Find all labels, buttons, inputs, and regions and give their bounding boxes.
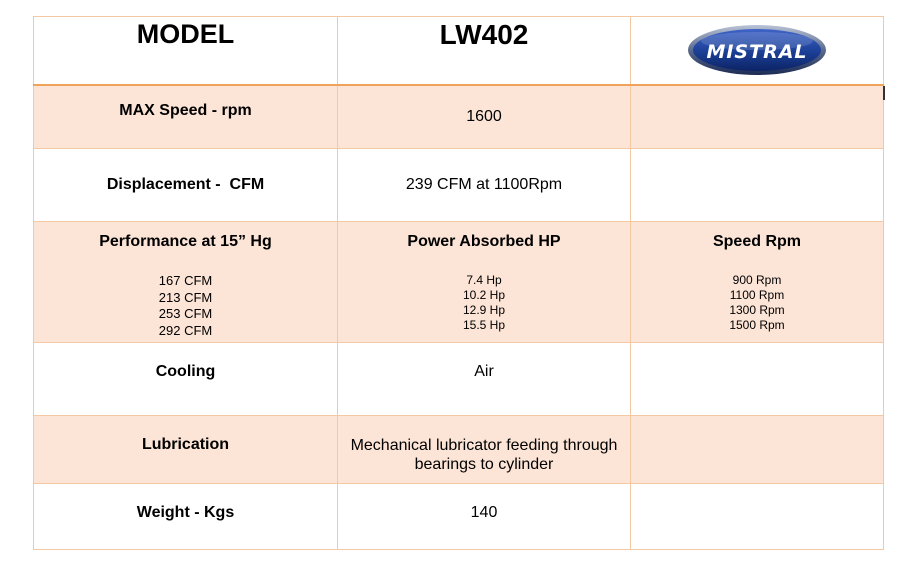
rpm-item: 1500 Rpm [729,318,785,332]
logo-text: MISTRAL [706,41,807,63]
displacement-value-cell: 239 CFM at 1100Rpm [337,148,631,222]
cfm-item: 253 CFM [158,306,213,321]
weight-value-cell: 140 [337,483,631,550]
max-speed-label: MAX Speed - rpm [119,101,252,119]
performance-label: Performance at 15” Hg [99,233,272,250]
rpm-item: 900 Rpm [732,273,782,287]
row-max-speed: MAX Speed - rpm 1600 [33,84,884,149]
row-cooling: Cooling Air [33,342,884,416]
speed-label: Speed Rpm [712,233,801,250]
power-label: Power Absorbed HP [407,233,561,250]
model-value-cell: LW402 [337,16,631,86]
performance-cell: Performance at 15” Hg 167 CFM 213 CFM 25… [33,221,338,343]
model-label-cell: MODEL [33,16,338,86]
lubrication-value-line1: Mechanical lubricator feeding through [350,437,618,454]
hp-item: 15.5 Hp [462,318,506,332]
displacement-label-cell: Displacement - CFM [33,148,338,222]
edge-mark [883,86,885,100]
weight-label: Weight - Kgs [136,504,235,521]
hp-item: 12.9 Hp [462,303,506,317]
speed-cell: Speed Rpm 900 Rpm 1100 Rpm 1300 Rpm 1500… [630,221,884,343]
max-speed-label-cell: MAX Speed - rpm [33,84,338,149]
lubrication-label: Lubrication [141,436,230,453]
row-performance: Performance at 15” Hg 167 CFM 213 CFM 25… [33,221,884,343]
lubrication-value-cell: Mechanical lubricator feeding through be… [337,415,631,484]
lubrication-label-cell: Lubrication [33,415,338,484]
displacement-label: Displacement - CFM [106,176,265,193]
row-lubrication: Lubrication Mechanical lubricator feedin… [33,415,884,484]
hp-item: 10.2 Hp [462,288,506,302]
cfm-item: 167 CFM [158,273,213,288]
model-label: MODEL [136,19,235,49]
rpm-item: 1100 Rpm [729,288,785,302]
displacement-value: 239 CFM at 1100Rpm [405,176,563,193]
power-cell: Power Absorbed HP 7.4 Hp 10.2 Hp 12.9 Hp… [337,221,631,343]
mistral-logo-icon: MISTRAL [688,25,826,76]
cfm-list: 167 CFM 213 CFM 253 CFM 292 CFM [38,273,333,339]
row-displacement: Displacement - CFM 239 CFM at 1100Rpm [33,148,884,222]
weight-label-cell: Weight - Kgs [33,483,338,550]
spec-table: MODEL LW402 [33,16,884,550]
lubrication-empty-cell [630,415,884,484]
rpm-list: 900 Rpm 1100 Rpm 1300 Rpm 1500 Rpm [635,273,879,333]
header-row: MODEL LW402 [33,16,884,86]
hp-list: 7.4 Hp 10.2 Hp 12.9 Hp 15.5 Hp [342,273,626,333]
rpm-item: 1300 Rpm [729,303,785,317]
cooling-empty-cell [630,342,884,416]
row-weight: Weight - Kgs 140 [33,483,884,550]
cfm-item: 292 CFM [158,322,213,338]
cooling-value-cell: Air [337,342,631,416]
model-value: LW402 [439,19,529,50]
max-speed-empty-cell [630,84,884,149]
cooling-value: Air [474,363,494,380]
displacement-empty-cell [630,148,884,222]
hp-item: 7.4 Hp [466,273,502,287]
cooling-label-cell: Cooling [33,342,338,416]
max-speed-value-cell: 1600 [337,84,631,149]
cooling-label: Cooling [155,363,216,380]
weight-value: 140 [470,504,498,521]
logo-cell: MISTRAL [630,16,884,86]
max-speed-value: 1600 [466,107,502,125]
weight-empty-cell [630,483,884,550]
lubrication-value-line2: bearings to cylinder [414,456,554,473]
cfm-item: 213 CFM [158,289,213,305]
